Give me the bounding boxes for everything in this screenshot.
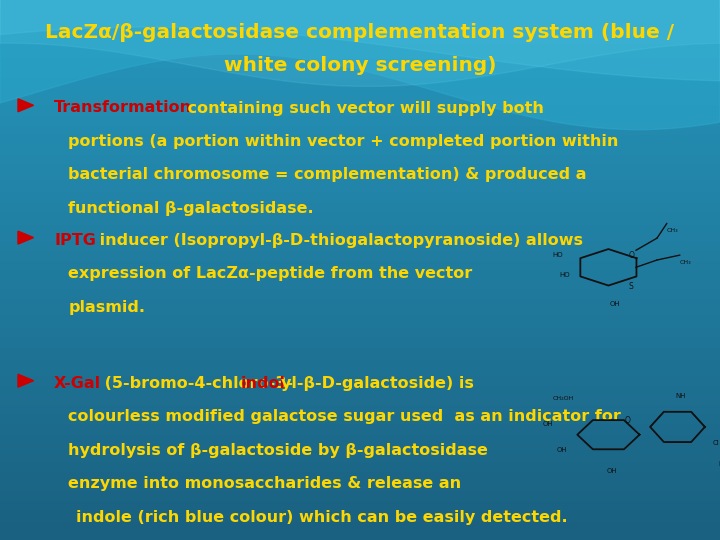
Text: enzyme into monosaccharides & release an: enzyme into monosaccharides & release an (68, 476, 462, 491)
Text: OH: OH (542, 421, 553, 427)
Text: HO: HO (559, 272, 570, 278)
Polygon shape (18, 99, 34, 112)
Text: containing such vector will supply both: containing such vector will supply both (182, 100, 544, 116)
Text: NH: NH (675, 393, 685, 399)
Text: portions (a portion within vector + completed portion within: portions (a portion within vector + comp… (68, 134, 618, 149)
Text: LacZα/β-galactosidase complementation system (blue /: LacZα/β-galactosidase complementation sy… (45, 23, 675, 42)
Text: HO: HO (552, 252, 563, 258)
Text: S: S (629, 282, 634, 291)
Text: CH₃: CH₃ (667, 228, 678, 233)
Text: inducer (Isopropyl-β-D-thiogalactopyranoside) allows: inducer (Isopropyl-β-D-thiogalactopyrano… (94, 233, 583, 248)
Text: OH: OH (610, 301, 620, 307)
Text: X-Gal: X-Gal (54, 376, 101, 391)
Text: bacterial chromosome = complementation) & produced a: bacterial chromosome = complementation) … (68, 167, 587, 183)
Text: hydrolysis of β-galactoside by β-galactosidase: hydrolysis of β-galactoside by β-galacto… (68, 443, 488, 458)
Text: white colony screening): white colony screening) (224, 56, 496, 76)
Text: IPTG: IPTG (54, 233, 96, 248)
Text: OH: OH (606, 468, 617, 474)
Text: Br: Br (719, 461, 720, 467)
Text: (5-bromo-4-chloro-3-: (5-bromo-4-chloro-3- (99, 376, 293, 391)
Text: O: O (624, 416, 630, 425)
Polygon shape (18, 231, 34, 244)
Text: indol: indol (240, 376, 285, 391)
Text: CH₃: CH₃ (680, 260, 691, 265)
Text: CH₂OH: CH₂OH (553, 396, 574, 401)
Text: functional β-galactosidase.: functional β-galactosidase. (68, 201, 314, 216)
Text: O: O (628, 251, 634, 260)
Text: colourless modified galactose sugar used  as an indicator for: colourless modified galactose sugar used… (68, 409, 621, 424)
Polygon shape (18, 374, 34, 387)
Text: Cl: Cl (713, 440, 720, 447)
Text: expression of LacZα-peptide from the vector: expression of LacZα-peptide from the vec… (68, 266, 472, 281)
Text: yl-β-D-galactoside) is: yl-β-D-galactoside) is (281, 376, 474, 391)
Text: OH: OH (557, 447, 567, 453)
Text: plasmid.: plasmid. (68, 300, 145, 315)
Text: Transformation: Transformation (54, 100, 192, 116)
Text: indole (rich blue colour) which can be easily detected.: indole (rich blue colour) which can be e… (76, 510, 567, 525)
